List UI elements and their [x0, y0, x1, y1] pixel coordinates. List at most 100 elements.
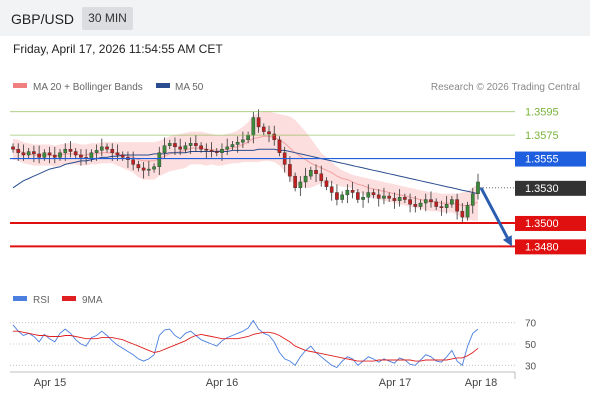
candle: [465, 201, 470, 221]
candle: [308, 166, 313, 180]
rsi-ma-legend-label: 9MA: [82, 295, 103, 306]
candle: [178, 138, 183, 156]
candle: [293, 172, 297, 192]
candle: [26, 148, 31, 159]
bollinger-band: [13, 111, 478, 221]
candle: [230, 140, 235, 151]
price-level-label: 1.3595: [525, 107, 559, 119]
ma50-legend-swatch: [156, 83, 170, 88]
candle: [345, 184, 350, 204]
candle: [382, 187, 386, 205]
forecast-arrow: [479, 187, 512, 247]
price-level-resistance: 1.3595: [10, 107, 559, 119]
price-level-target: 1.3500: [10, 215, 586, 231]
candle: [429, 191, 433, 208]
candle: [183, 142, 188, 153]
candle: [147, 160, 151, 177]
candle: [340, 191, 344, 204]
rsi-tick-label: 30: [525, 361, 537, 372]
candle: [157, 146, 162, 175]
candle: [376, 189, 381, 207]
candle: [73, 148, 78, 159]
candle: [470, 187, 475, 214]
candle: [188, 137, 193, 154]
candle: [131, 151, 135, 171]
candle: [366, 184, 371, 204]
candle: [408, 193, 412, 213]
candle: [261, 123, 266, 136]
candle: [37, 145, 41, 164]
candle: [356, 189, 360, 204]
candle: [152, 163, 156, 173]
candle: [476, 173, 480, 200]
bollinger-legend-swatch: [13, 83, 27, 88]
rsi-tick-label: 70: [525, 319, 537, 330]
candle: [298, 176, 303, 197]
candle: [79, 149, 83, 166]
candle: [47, 146, 52, 164]
x-tick-label: Apr 16: [206, 377, 238, 389]
bollinger-legend-label: MA 20 + Bollinger Bands: [33, 82, 143, 93]
candle: [450, 196, 454, 208]
candle: [173, 137, 177, 156]
candle: [277, 136, 282, 157]
x-tick-label: Apr 18: [465, 377, 497, 389]
candle: [204, 143, 209, 159]
ma50-legend-label: MA 50: [175, 82, 204, 93]
candle: [324, 177, 329, 191]
timeframe-badge[interactable]: 30 MIN: [82, 7, 133, 30]
price-level-target: 1.3480: [10, 239, 586, 255]
candle: [162, 137, 167, 159]
symbol-title: GBP/USD: [11, 11, 75, 27]
candle: [68, 140, 73, 158]
price-level-resistance: 1.3575: [10, 130, 559, 142]
price-level-label: 1.3500: [525, 218, 559, 230]
price-level-last: 1.3530: [480, 180, 586, 196]
candle: [444, 196, 449, 214]
candle: [141, 162, 146, 179]
rsi-legend-swatch: [13, 296, 27, 301]
price-level-pivot: 1.3555: [10, 151, 586, 167]
candle: [439, 200, 444, 216]
candle: [11, 143, 15, 153]
candle: [303, 167, 308, 188]
candle: [434, 198, 439, 211]
candle: [272, 125, 277, 146]
candle: [288, 156, 292, 182]
candle: [32, 145, 36, 163]
rsi-ma-legend-swatch: [62, 296, 76, 301]
price-level-label: 1.3575: [525, 130, 559, 142]
rsi-ma-line: [13, 330, 479, 362]
header-bar: GBP/USD 30 MIN: [0, 0, 590, 36]
candle: [314, 164, 318, 182]
candle: [241, 131, 245, 149]
candle: [371, 189, 376, 199]
candle: [120, 151, 125, 161]
candle: [167, 139, 172, 150]
candle: [209, 142, 214, 158]
candle: [413, 196, 418, 213]
price-level-label: 1.3480: [525, 241, 559, 253]
candle: [319, 165, 324, 187]
candle: [214, 148, 219, 157]
candle: [136, 160, 141, 172]
credit-text: Research © 2026 Trading Central: [431, 82, 580, 93]
price-level-label: 1.3530: [525, 183, 559, 195]
candle: [387, 192, 391, 202]
candle: [455, 193, 459, 220]
candle: [267, 125, 271, 143]
candle: [397, 189, 402, 207]
candle: [460, 203, 465, 223]
candle: [350, 181, 355, 199]
candle: [225, 138, 230, 156]
candle: [418, 199, 423, 211]
candle: [392, 192, 397, 209]
candle: [361, 191, 365, 208]
timestamp: Friday, April 17, 2026 11:54:55 AM CET: [13, 42, 223, 56]
candle: [194, 135, 198, 152]
x-tick-label: Apr 15: [34, 377, 66, 389]
rsi-legend-label: RSI: [33, 295, 50, 306]
ma50-line: [12, 148, 479, 195]
candle: [256, 109, 261, 133]
